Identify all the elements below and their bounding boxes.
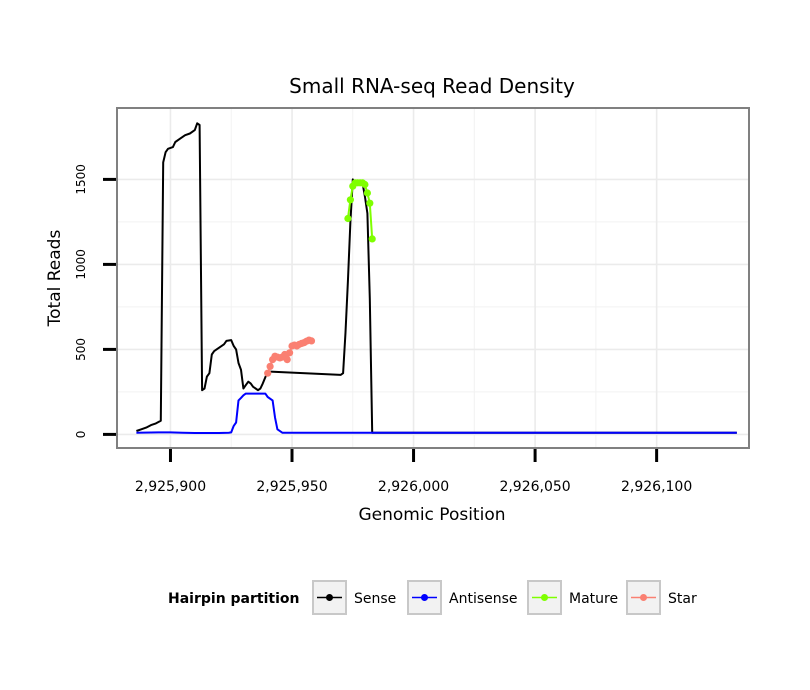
legend-star-marker [640,594,647,601]
legend-mature-marker [541,594,548,601]
series-layer [136,122,737,434]
series-line-antisense [136,392,737,434]
y-axis-label: Total Reads [45,230,65,328]
series-point-star-0 [264,369,272,377]
x-tick-label-2: 2,926,000 [378,479,449,495]
y-tick-label-1: 500 [74,338,88,361]
legend-label-antisense: Antisense [449,591,518,607]
x-tick-label-3: 2,926,050 [499,479,570,495]
series-point-mature-1 [346,196,354,204]
series-point-star-9 [286,349,294,357]
legend-label-mature: Mature [569,591,618,607]
series-point-mature-8 [363,189,371,197]
x-axis: 2,925,900 2,925,950 2,926,000 2,926,050 2,92… [135,449,692,495]
plot-panel [117,108,749,448]
series-point-mature-10 [368,235,376,243]
x-axis-label: Genomic Position [358,505,505,525]
x-tick-label-0: 2,925,900 [135,479,206,495]
series-point-mature-7 [361,180,369,189]
series-point-star-8 [283,356,291,364]
series-point-star-1 [266,362,274,370]
y-axis: 0 500 1000 1500 [74,164,116,438]
series-point-mature-9 [366,199,374,207]
legend-label-sense: Sense [354,591,396,607]
series-point-star-18 [307,337,316,345]
y-tick-label-0: 0 [74,431,88,439]
legend-title: Hairpin partition [168,591,299,607]
plot-panel-border [116,107,750,449]
x-tick-label-4: 2,926,100 [621,479,692,495]
legend: Hairpin partition Sense Antisense Mature… [168,580,697,615]
grid-lines [117,108,749,448]
legend-sense-marker [326,594,333,601]
legend-label-star: Star [668,591,697,607]
y-tick-label-3: 1500 [74,164,88,195]
x-tick-label-1: 2,925,950 [256,479,327,495]
chart-title: Small RNA-seq Read Density [289,74,575,98]
legend-antisense-marker [421,594,428,601]
series-point-mature-0 [344,214,352,223]
y-tick-label-2: 1000 [74,249,88,280]
